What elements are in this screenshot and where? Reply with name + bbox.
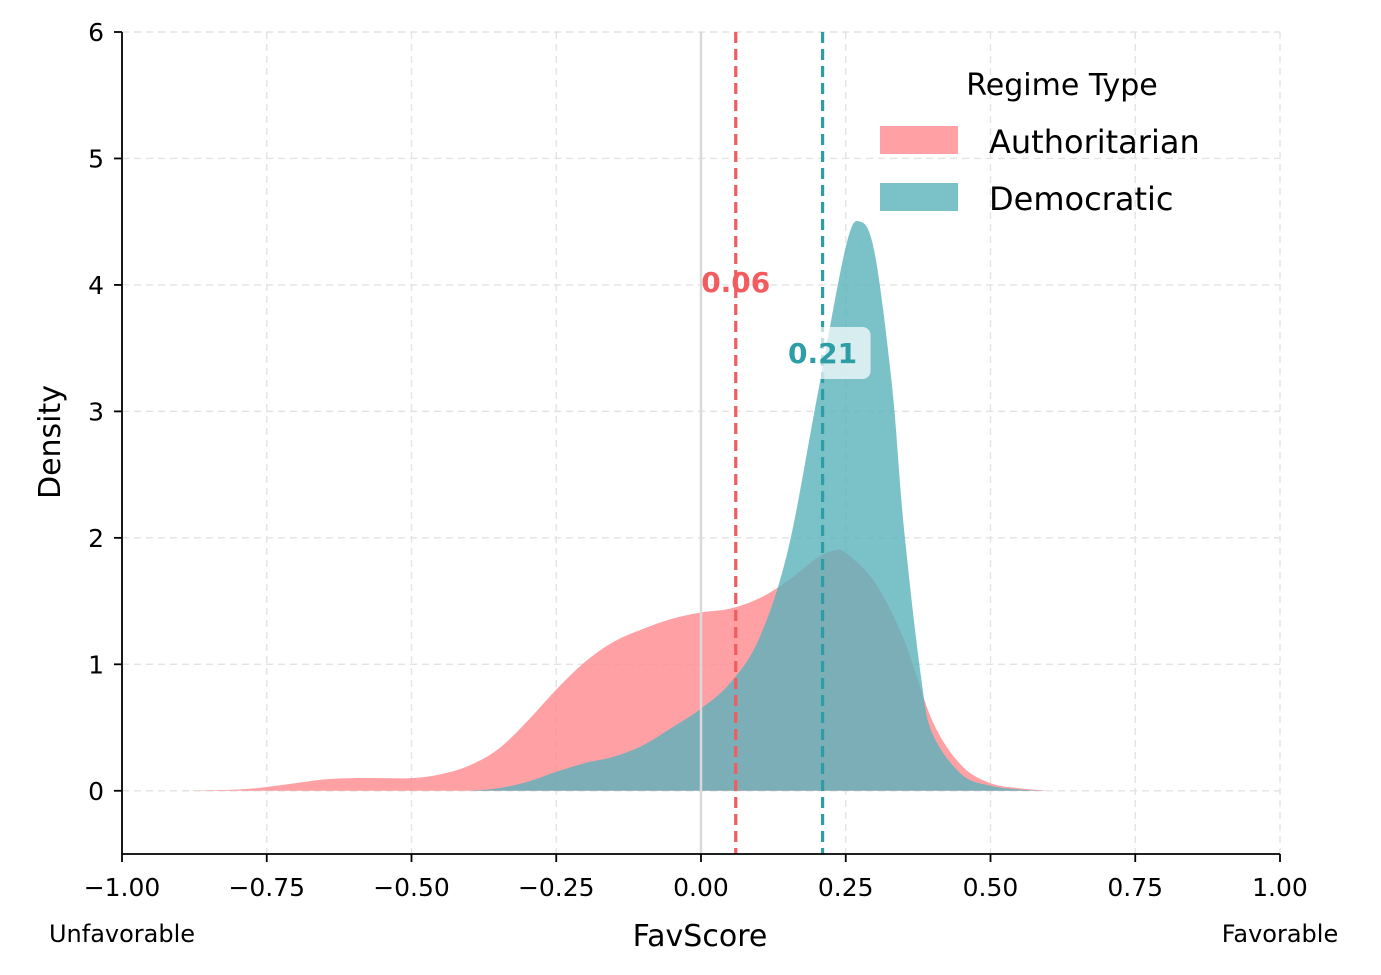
y-axis-ticks: 0 1 2 3 4 5 6 [88,18,122,806]
mean-label-democratic: 0.21 [788,337,857,370]
density-areas [179,221,1049,791]
x-tick-label: 0.25 [818,873,874,902]
legend: Regime Type Authoritarian Democratic [880,68,1200,218]
y-tick-label: 5 [88,144,104,173]
x-tick-label: −1.00 [84,873,161,902]
legend-swatch-authoritarian [880,126,958,154]
y-tick-label: 3 [88,397,104,426]
mean-label-box-democratic [774,327,871,379]
legend-label-authoritarian: Authoritarian [989,123,1200,161]
legend-title: Regime Type [966,68,1157,103]
y-tick-label: 1 [88,650,104,679]
legend-label-democratic: Democratic [989,180,1173,218]
x-tick-label: −0.50 [373,873,450,902]
unfavorable-label: Unfavorable [49,920,195,948]
favorable-label: Favorable [1222,920,1338,948]
y-tick-label: 6 [88,18,104,47]
mean-lines: 0.06 0.21 [701,32,871,854]
y-tick-label: 2 [88,524,104,553]
x-tick-label: 0.75 [1107,873,1163,902]
x-tick-label: −0.25 [518,873,595,902]
x-tick-label: −0.75 [228,873,305,902]
x-axis-title: FavScore [633,919,768,954]
density-area-democratic [469,221,1049,791]
x-tick-label: 0.50 [963,873,1019,902]
mean-label-authoritarian: 0.06 [701,266,770,299]
legend-swatch-democratic [880,183,958,211]
y-tick-label: 0 [88,777,104,806]
y-axis-title: Density [33,385,68,499]
x-axis-ticks: −1.00 −0.75 −0.50 −0.25 0.00 0.25 0.50 0.75 1.00 [84,854,1308,902]
x-tick-label: 0.00 [673,873,729,902]
y-tick-label: 4 [88,271,104,300]
x-tick-label: 1.00 [1252,873,1308,902]
